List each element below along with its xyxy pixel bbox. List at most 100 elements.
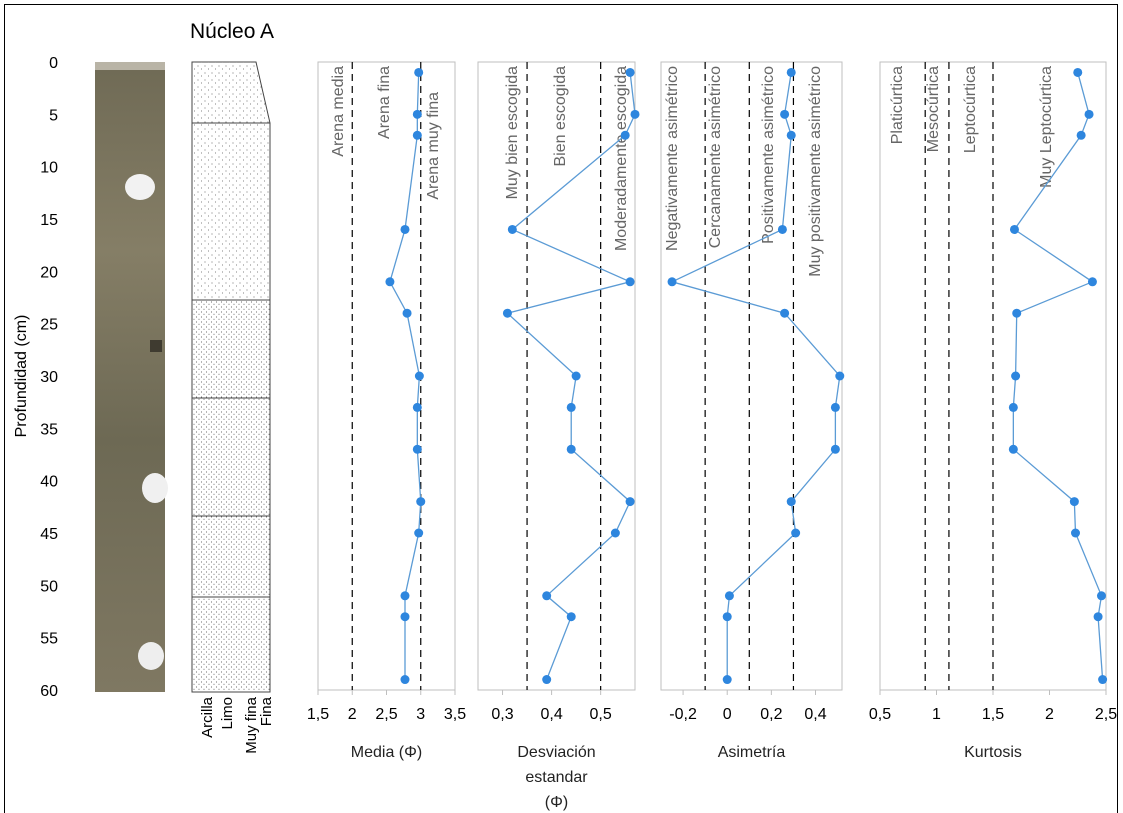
data-point: [777, 224, 787, 234]
data-point: [724, 591, 734, 601]
y-tick-label: 25: [40, 317, 58, 334]
class-label: Muy positivamente asimétrico: [807, 66, 824, 277]
data-point: [830, 402, 840, 412]
x-tick-label: 0,2: [760, 706, 782, 723]
lithology-label: Muy fina: [243, 696, 260, 753]
data-point: [1093, 612, 1103, 622]
lithology-label: Limo: [219, 697, 236, 730]
x-tick-label: 2,5: [1095, 706, 1117, 723]
data-point: [722, 675, 732, 685]
class-label: Muy Leptocúrtica: [1038, 66, 1055, 188]
data-point: [1008, 402, 1018, 412]
data-line: [670, 72, 841, 680]
x-tick-label: 0,5: [869, 706, 891, 723]
x-tick-label: 1,5: [307, 706, 329, 723]
y-tick-label: 50: [40, 578, 58, 595]
x-tick-label: 2: [348, 706, 357, 723]
x-tick-label: 0,4: [540, 706, 562, 723]
x-tick-label: 2: [1045, 706, 1054, 723]
y-tick-label: 15: [40, 212, 58, 229]
data-point: [610, 528, 620, 538]
y-tick-label: 40: [40, 474, 58, 491]
data-point: [412, 444, 422, 454]
class-label: Mesocúrtica: [925, 66, 942, 152]
data-point: [400, 612, 410, 622]
data-line: [506, 72, 636, 680]
class-label: Arena fina: [376, 66, 393, 139]
data-point: [416, 497, 426, 507]
data-point: [1069, 497, 1079, 507]
data-point: [625, 497, 635, 507]
y-axis-title: Profundidad (cm): [13, 315, 30, 438]
data-point: [625, 277, 635, 287]
data-point: [835, 371, 845, 381]
data-point: [786, 67, 796, 77]
data-point: [566, 402, 576, 412]
data-point: [1008, 444, 1018, 454]
data-point: [400, 675, 410, 685]
data-point: [566, 612, 576, 622]
data-point: [414, 371, 424, 381]
x-axis-title: Asimetría: [717, 744, 786, 761]
y-tick-label: 0: [49, 55, 58, 72]
data-point: [786, 497, 796, 507]
class-label: Moderadamente escogida: [613, 66, 630, 251]
class-label: Negativamente asimétrico: [664, 66, 681, 251]
data-line: [389, 72, 422, 680]
data-point: [1073, 67, 1083, 77]
data-point: [786, 130, 796, 140]
data-point: [1076, 130, 1086, 140]
data-point: [402, 308, 412, 318]
x-tick-label: 2,5: [375, 706, 397, 723]
x-tick-label: -0,2: [669, 706, 697, 723]
data-point: [507, 224, 517, 234]
data-point: [1087, 277, 1097, 287]
class-label: Leptocúrtica: [962, 66, 979, 153]
data-point: [414, 67, 424, 77]
data-point: [830, 444, 840, 454]
x-tick-label: 0: [723, 706, 732, 723]
figure-title: Núcleo A: [190, 20, 274, 43]
data-point: [630, 109, 640, 119]
class-label: Arena media: [330, 66, 347, 157]
data-point: [385, 277, 395, 287]
x-axis-title: Desviación estandar (Φ): [517, 744, 596, 811]
y-tick-label: 10: [40, 160, 58, 177]
x-tick-label: 3,5: [444, 706, 466, 723]
border: [4, 4, 1118, 813]
class-label: Muy bien escogida: [504, 66, 521, 200]
data-point: [502, 308, 512, 318]
x-tick-label: 1,5: [982, 706, 1004, 723]
data-point: [414, 528, 424, 538]
data-point: [571, 371, 581, 381]
lithology-label: Fina: [258, 696, 275, 726]
class-label: Arena muy fina: [425, 92, 442, 200]
data-point: [412, 130, 422, 140]
data-point: [566, 444, 576, 454]
data-point: [1012, 308, 1022, 318]
y-tick-label: 45: [40, 526, 58, 543]
data-point: [1098, 675, 1108, 685]
x-tick-label: 0,3: [491, 706, 513, 723]
class-label: Platicúrtica: [889, 66, 906, 144]
panel-frame: [477, 61, 636, 691]
core-photo: [95, 62, 168, 692]
data-point: [1070, 528, 1080, 538]
data-point: [791, 528, 801, 538]
y-tick-label: 60: [40, 683, 58, 700]
data-point: [722, 612, 732, 622]
y-tick-label: 5: [49, 107, 58, 124]
class-label: Cercanamente asimétrico: [707, 66, 724, 248]
y-tick-label: 35: [40, 421, 58, 438]
data-point: [412, 402, 422, 412]
data-point: [1096, 591, 1106, 601]
class-label: Bien escogida: [552, 66, 569, 167]
lithology-label: Arcilla: [199, 696, 216, 737]
x-axis-title: Media (Φ): [350, 744, 423, 761]
y-tick-label: 30: [40, 369, 58, 386]
data-point: [400, 591, 410, 601]
data-point: [667, 277, 677, 287]
data-point: [780, 109, 790, 119]
